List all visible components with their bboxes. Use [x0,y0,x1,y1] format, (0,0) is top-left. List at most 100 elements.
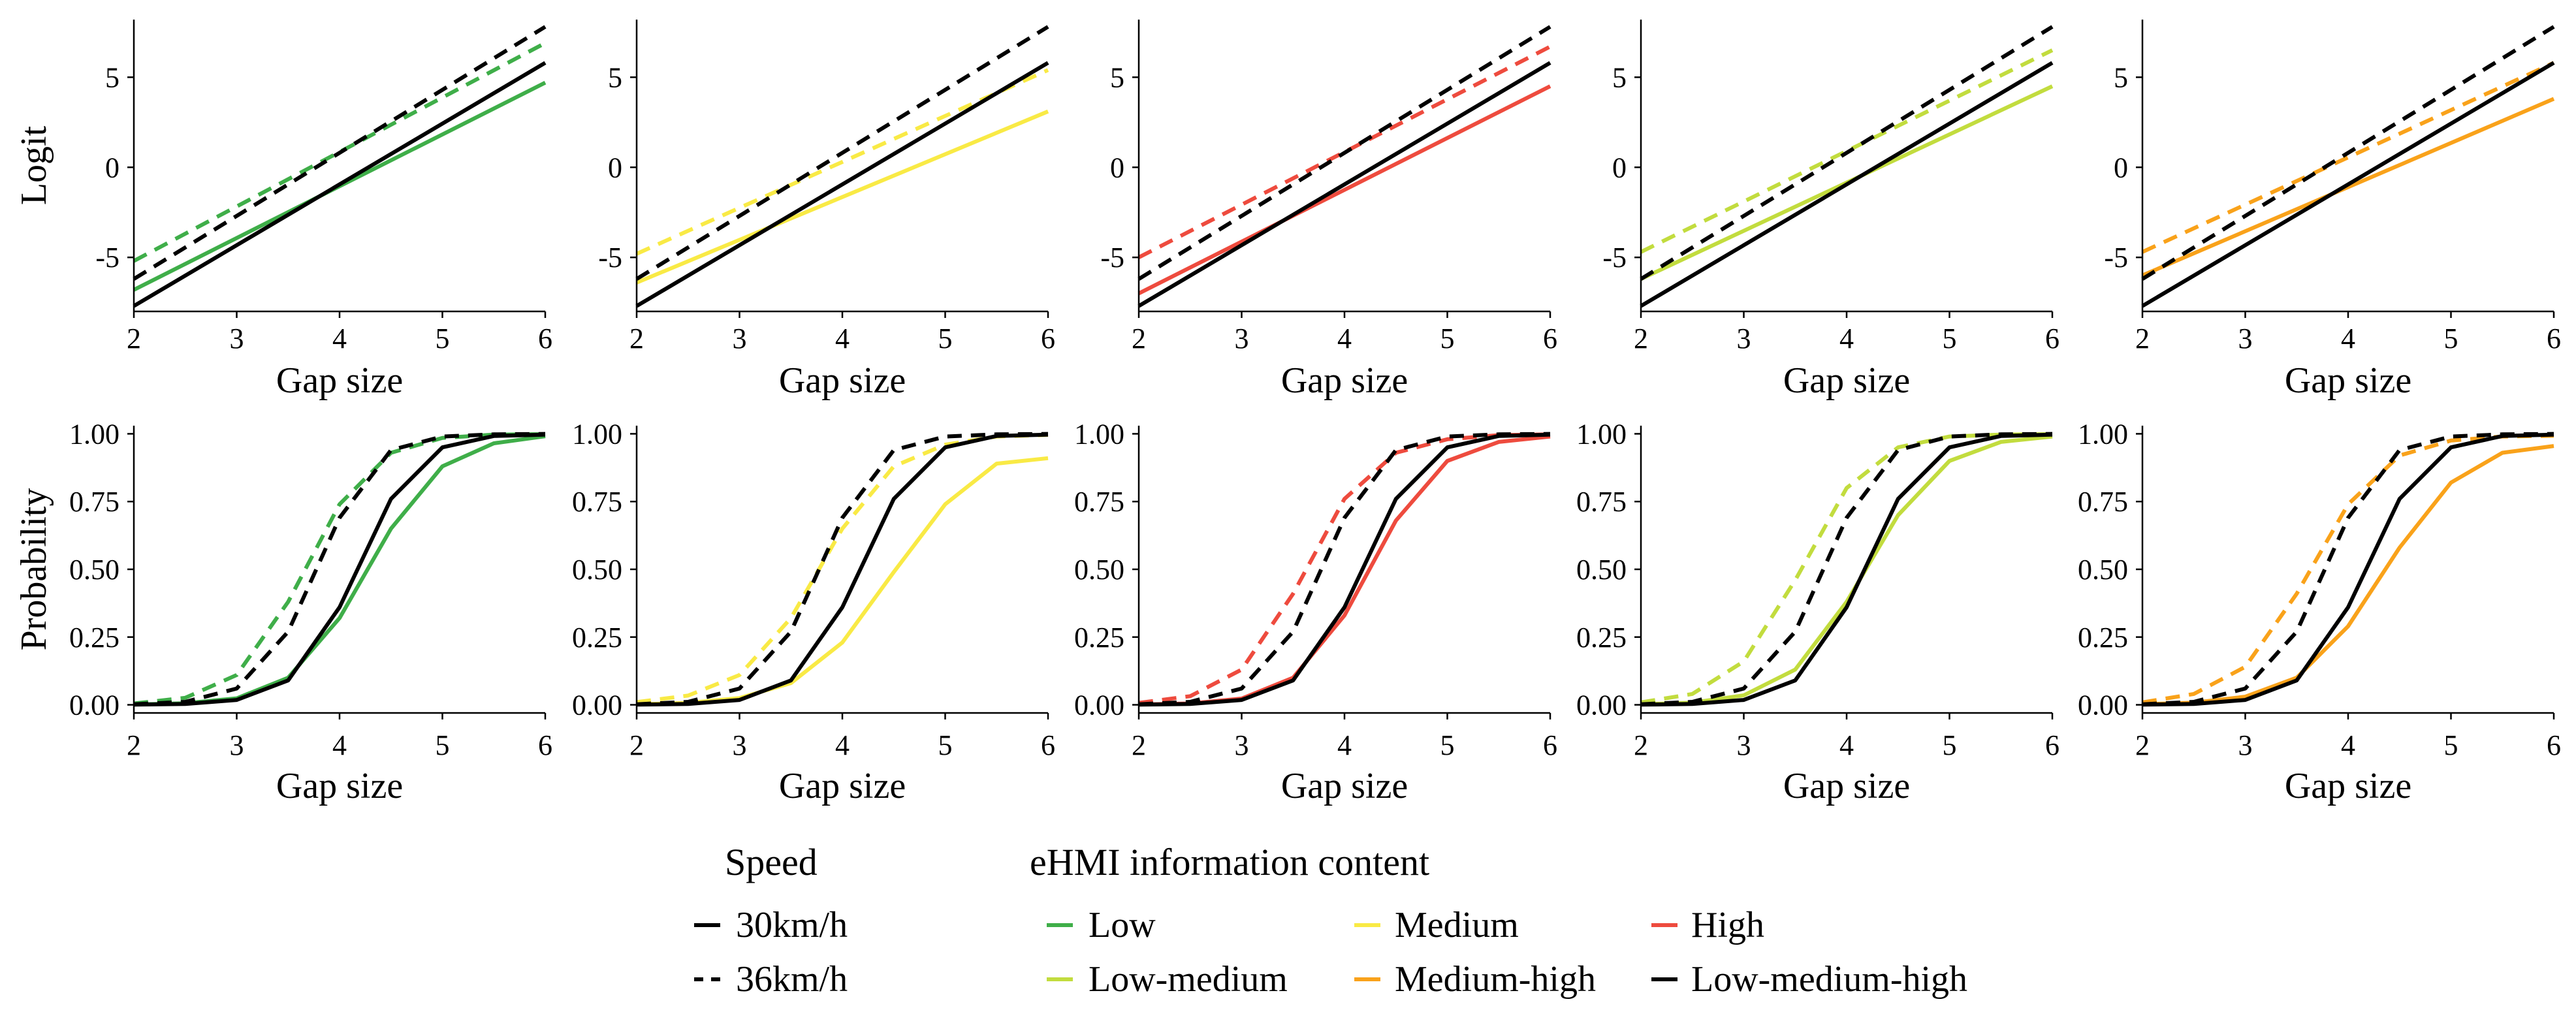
legend-speed: Speed 30km/h 36km/h [694,841,848,1000]
panel-probability-high: 2 3 4 5 6 0.00 0.25 0.50 0.75 1.00 Gap size [1074,418,1557,806]
y-tick-label: 5 [105,61,119,93]
x-tick-label: 4 [2341,729,2355,761]
series-line-medium-high-30km-h [2142,444,2554,706]
legend-speed-label-30: 30km/h [736,905,848,945]
x-tick-label: 5 [938,729,953,761]
series-line-low-medium-36km-h [1640,48,2054,254]
y-tick-label: -5 [95,242,119,274]
series-line-low-medium-high-36km-h [1640,25,2054,281]
y-tick-label: 5 [1612,61,1627,93]
legend-speed-label-36: 36km/h [736,959,848,1000]
y-tick-label: 1.00 [572,418,622,450]
x-tick-label: 2 [629,323,644,355]
x-tick-label: 6 [2547,323,2561,355]
y-tick-label: -5 [2104,242,2128,274]
x-tick-label: 2 [1634,323,1648,355]
legend-speed-item-30: 30km/h [694,905,848,945]
series-line-low-medium-high-36km-h [636,432,1049,706]
series-line-low-medium-high-30km-h [635,61,1049,308]
legend-ehmi-item-low-medium: Low-medium [1047,959,1288,1000]
y-tick-label: 0.75 [1576,486,1627,518]
y-tick-label: 0.50 [69,554,119,586]
x-tick-label: 5 [1440,323,1455,355]
series-line-medium-high-30km-h [2141,97,2555,277]
series-line-low-medium-high-30km-h [1640,432,2053,707]
x-tick-label: 2 [2135,323,2150,355]
y-tick-label: 0.25 [2078,622,2128,654]
y-tick-label: 5 [608,61,622,93]
x-tick-label: 3 [230,729,244,761]
x-tick-label: 4 [1839,323,1854,355]
x-tick-label: 6 [1041,323,1055,355]
series-line-low-medium-high-30km-h [133,61,547,308]
series-line-low-30km-h [133,434,546,707]
x-tick-label: 3 [733,323,747,355]
x-tick-label: 4 [1839,729,1854,761]
x-tick-label: 3 [1235,729,1249,761]
series-line-low-medium-30km-h [1640,434,2053,706]
series-line-low-36km-h [133,41,547,263]
series-line-low-medium-high-36km-h [2142,432,2554,706]
panel-logit-low: 2 3 4 5 6 -5 0 5 Gap size Logit [14,20,552,401]
x-tick-label: 5 [1943,323,1957,355]
y-tick-label: 0.25 [1074,622,1124,654]
panel-logit-medium-high: 2 3 4 5 6 -5 0 5 Gap size [2104,20,2561,401]
series-line-high-36km-h [1137,44,1551,259]
y-tick-label: 0.25 [1576,622,1627,654]
y-tick-label: 0.25 [69,622,119,654]
y-tick-label: 1.00 [2078,418,2128,450]
series-line-low-medium-high-30km-h [636,432,1049,707]
series-line-low-medium-high-36km-h [1640,432,2053,706]
legend-ehmi-item-medium-high: Medium-high [1354,959,1596,1000]
y-tick-label: 5 [2114,61,2128,93]
x-axis-title: Gap size [1783,360,1910,401]
legend-label-high: High [1691,905,1764,945]
y-tick-label: 1.00 [1074,418,1124,450]
y-tick-label: -5 [598,242,622,274]
legend-speed-title: Speed [725,841,818,883]
x-tick-label: 2 [1634,729,1648,761]
series-line-medium-high-36km-h [2142,434,2554,704]
series-line-low-medium-36km-h [1640,432,2053,704]
x-tick-label: 3 [1737,729,1751,761]
series-line-high-36km-h [1138,432,1551,705]
legend-speed-item-36: 36km/h [694,959,848,1000]
y-tick-label: 0.00 [1074,689,1124,721]
x-tick-label: 3 [1737,323,1751,355]
y-tick-label: 0.50 [2078,554,2128,586]
y-tick-label: 1.00 [1576,418,1627,450]
series-line-low-medium-high-30km-h [1138,432,1551,707]
x-tick-label: 4 [2341,323,2355,355]
y-tick-label: 0 [1612,151,1627,183]
series-line-low-medium-high-36km-h [133,25,547,281]
x-tick-label: 5 [2444,323,2458,355]
x-tick-label: 5 [1943,729,1957,761]
x-axis-title: Gap size [276,766,403,806]
series-line-medium-30km-h [635,109,1049,285]
y-tick-label: 0 [105,151,119,183]
y-tick-label: 0.00 [69,689,119,721]
legend-label-low-medium: Low-medium [1089,959,1288,1000]
y-tick-label: 0.50 [1074,554,1124,586]
y-tick-label: 1.00 [69,418,119,450]
legend-ehmi-item-high: High [1651,905,1764,945]
x-tick-label: 2 [127,729,141,761]
x-tick-label: 6 [2045,729,2059,761]
x-tick-label: 2 [2135,729,2150,761]
x-tick-label: 4 [1337,729,1352,761]
panel-probability-medium-high: 2 3 4 5 6 0.00 0.25 0.50 0.75 1.00 Gap size [2078,418,2561,806]
panel-probability-low-medium: 2 3 4 5 6 0.00 0.25 0.50 0.75 1.00 Gap size [1576,418,2059,806]
legend: Speed 30km/h 36km/h eHMI information con… [694,841,1967,1000]
x-tick-label: 3 [2238,729,2253,761]
x-axis-title: Gap size [1281,766,1408,806]
x-tick-label: 2 [629,729,644,761]
x-tick-label: 4 [835,729,850,761]
x-tick-label: 2 [1132,323,1146,355]
y-axis-title: Probability [14,488,54,651]
legend-ehmi: eHMI information content Low Medium High… [1030,841,1967,1000]
series-line-low-medium-high-30km-h [1640,61,2054,308]
series-line-medium-high-36km-h [2141,61,2555,254]
x-tick-label: 4 [332,323,347,355]
series-line-medium-36km-h [635,68,1049,256]
x-tick-label: 3 [230,323,244,355]
